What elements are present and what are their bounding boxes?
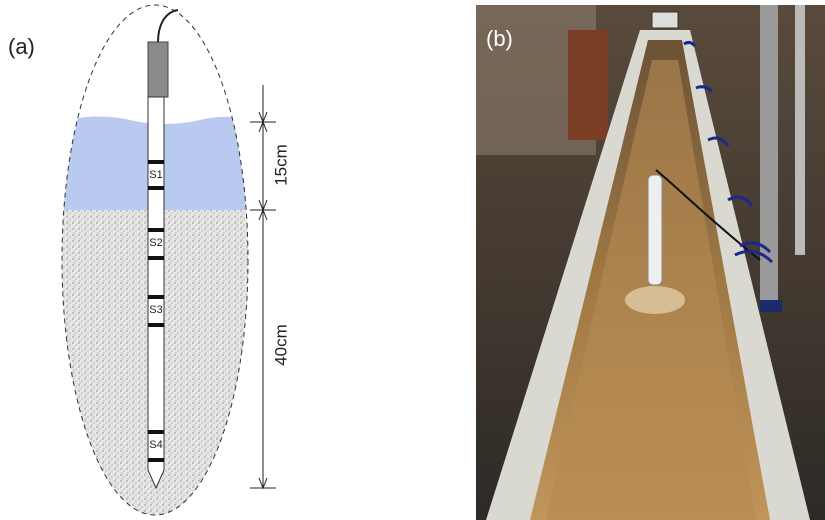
panel-a: S1 S2 S3 S4 15cm 40cm (a) [8, 5, 290, 520]
figure: S1 S2 S3 S4 15cm 40cm (a) [0, 0, 825, 520]
sensor-label: S2 [149, 237, 162, 249]
probe-photo [648, 175, 662, 285]
sensor-label: S4 [149, 439, 162, 451]
panel-b: (b) [476, 5, 825, 520]
probe-rod [148, 97, 164, 488]
probe-cap [148, 42, 168, 97]
panel-label: (b) [486, 26, 513, 51]
panel-label: (a) [8, 34, 35, 59]
dimension-label: 15cm [271, 144, 290, 186]
sensor-label: S3 [149, 304, 162, 316]
dimension-label: 40cm [271, 324, 290, 366]
sensor-label: S1 [149, 169, 162, 181]
cable [158, 10, 178, 42]
